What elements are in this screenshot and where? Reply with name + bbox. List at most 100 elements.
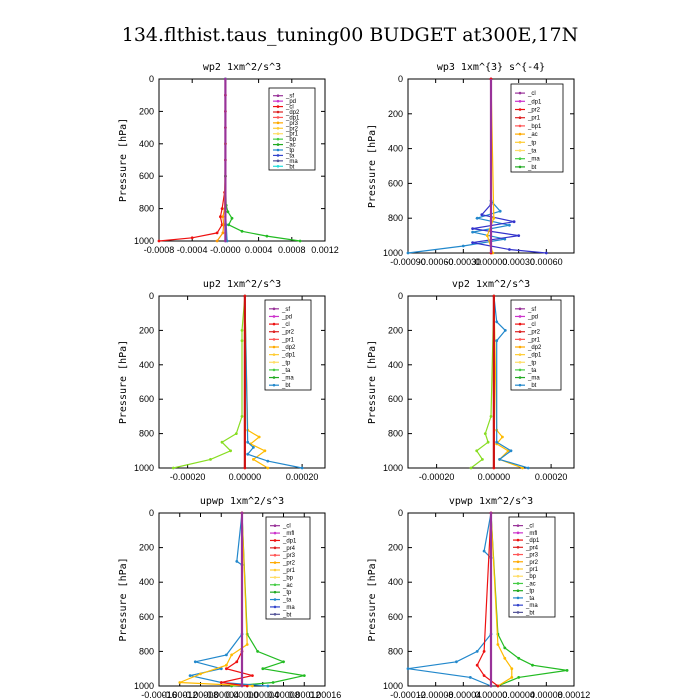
legend-marker xyxy=(518,353,522,356)
x-tick-label: 0.00016 xyxy=(309,690,342,700)
data-point xyxy=(282,660,285,664)
data-point xyxy=(512,220,516,224)
legend-entry: _dp1 xyxy=(525,538,540,544)
legend-entry: _pr1 xyxy=(527,337,541,343)
data-point xyxy=(503,656,507,660)
data-point xyxy=(266,459,270,463)
data-point xyxy=(221,215,225,219)
legend-marker xyxy=(276,116,280,119)
panel-2: wp3 1xm^{3} s^{-4} Pressure [hPa] 0 200 400 6… xyxy=(367,62,575,267)
panel-title: upwp 1xm^2/s^3 xyxy=(200,496,284,507)
data-point xyxy=(483,432,487,435)
x-tick-label: 0.00060 xyxy=(530,257,563,267)
panel-title: wp2 1xm^2/s^3 xyxy=(203,62,281,73)
legend-marker xyxy=(276,110,280,114)
legend-marker xyxy=(518,368,522,372)
data-point xyxy=(544,251,548,255)
data-point xyxy=(531,663,534,667)
data-point xyxy=(475,663,479,667)
legend-marker xyxy=(516,611,520,614)
legend-box xyxy=(508,516,556,618)
panel-3: up2 1xm^2/s^3 Pressure [hPa] 0 200 400 600 800… xyxy=(118,279,326,482)
legend-marker xyxy=(276,99,280,103)
y-tick-label: 600 xyxy=(388,394,403,404)
data-point xyxy=(455,660,458,664)
x-tick-label: -0.00020 xyxy=(170,472,206,482)
legend-marker xyxy=(272,345,276,349)
legend-marker xyxy=(518,338,522,341)
legend-entry: _dp2 xyxy=(527,345,542,351)
legend-entry: _ma xyxy=(527,157,540,163)
y-tick-label: 400 xyxy=(388,577,403,587)
data-point xyxy=(225,667,228,671)
data-point xyxy=(508,248,511,251)
data-point xyxy=(526,466,530,470)
x-tick-label: -0.00060 xyxy=(418,257,454,267)
legend-marker xyxy=(516,582,520,585)
data-point xyxy=(485,234,489,238)
data-point xyxy=(209,458,212,461)
legend-marker xyxy=(276,94,280,98)
x-tick-label: -0.00012 xyxy=(162,690,198,700)
x-tick-label: 0.00004 xyxy=(246,690,279,700)
legend-entry: _ma xyxy=(282,605,295,611)
data-point xyxy=(471,227,474,231)
data-point xyxy=(226,210,230,214)
data-point xyxy=(469,466,473,470)
legend-entry: _ta xyxy=(527,368,537,374)
data-point xyxy=(240,229,244,233)
data-point xyxy=(517,676,521,679)
series-line xyxy=(470,295,495,469)
legend-entry: _bt xyxy=(282,612,292,618)
data-point xyxy=(230,653,234,657)
legend-marker xyxy=(516,567,520,571)
legend-marker xyxy=(276,154,280,157)
data-point xyxy=(263,449,267,453)
data-point xyxy=(252,458,255,461)
legend-marker xyxy=(276,164,280,168)
legend-marker xyxy=(518,165,522,169)
panel-title: up2 1xm^2/s^3 xyxy=(203,279,281,290)
x-tick-label: 0.00000 xyxy=(475,690,508,700)
data-point xyxy=(230,216,234,220)
y-tick-label: 800 xyxy=(388,213,403,223)
legend-marker xyxy=(276,159,280,163)
y-tick-label: 800 xyxy=(388,429,403,439)
data-point xyxy=(219,667,223,671)
data-point xyxy=(246,440,250,444)
legend-marker xyxy=(276,126,280,130)
legend-entry: _dp1 xyxy=(285,115,300,121)
legend-entry: _bt xyxy=(281,383,291,389)
legend-entry: _bp1 xyxy=(527,124,542,130)
y-tick-label: 1000 xyxy=(383,681,403,691)
legend-entry: _dp2 xyxy=(281,345,296,351)
legend-entry: _cl xyxy=(285,105,294,111)
y-tick-label: 0 xyxy=(398,508,403,518)
legend-entry: _dp1 xyxy=(282,538,297,544)
legend-entry: _ac xyxy=(525,581,536,587)
data-point xyxy=(482,650,486,653)
data-point xyxy=(240,415,244,418)
data-point xyxy=(215,239,219,243)
legend-marker xyxy=(273,546,277,550)
y-tick-label: 200 xyxy=(388,325,403,335)
x-tick-label: -0.0008 xyxy=(144,245,175,255)
legend-entry: _pr1 xyxy=(525,567,539,573)
legend-marker xyxy=(272,353,276,356)
data-point xyxy=(193,660,197,664)
y-axis-label: Pressure [hPa] xyxy=(367,340,378,424)
legend-entry: _ma xyxy=(285,159,298,165)
legend-marker xyxy=(273,598,277,601)
x-tick-label: 0.00004 xyxy=(502,690,535,700)
x-tick-label: 0.00030 xyxy=(502,257,535,267)
legend-entry: _cl xyxy=(281,322,290,328)
series-line xyxy=(407,79,510,254)
legend-marker xyxy=(272,315,276,318)
y-tick-label: 1000 xyxy=(383,248,403,258)
data-point xyxy=(300,466,304,470)
data-point xyxy=(157,239,161,243)
x-tick-label: 0.00020 xyxy=(286,472,319,482)
legend: _cl_mfl_dp1_pr4_pr3_pr2_pr1_bp_ac_tp_ta_… xyxy=(265,516,311,620)
legend-marker xyxy=(518,315,522,318)
